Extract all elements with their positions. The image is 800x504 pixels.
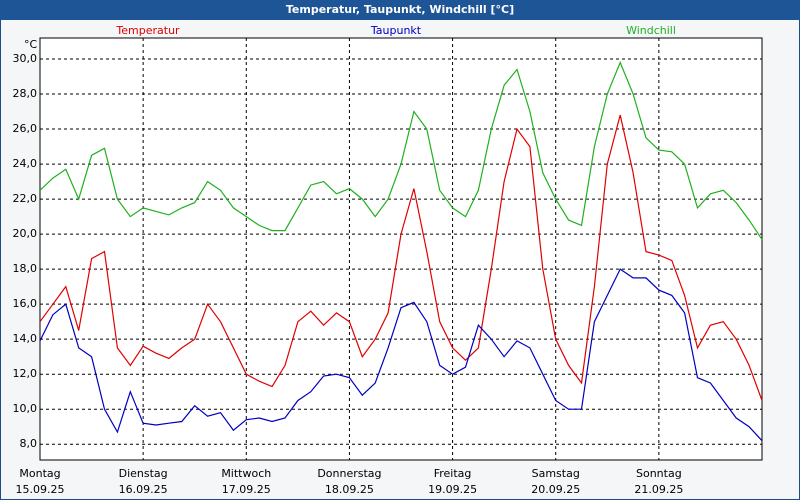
y-tick-label: 8,0 bbox=[20, 437, 38, 450]
x-tick-date: 18.09.25 bbox=[325, 483, 374, 496]
y-unit: °C bbox=[24, 38, 38, 51]
chart-title: Temperatur, Taupunkt, Windchill [°C] bbox=[286, 3, 514, 16]
y-tick-label: 26,0 bbox=[13, 122, 38, 135]
legend-entry: Taupunkt bbox=[370, 24, 422, 37]
plot-area bbox=[39, 37, 763, 461]
x-tick-date: 17.09.25 bbox=[222, 483, 271, 496]
data-line bbox=[39, 114, 763, 401]
y-tick-label: 22,0 bbox=[13, 192, 38, 205]
x-tick-label: Sonntag bbox=[636, 467, 682, 480]
x-tick-date: 15.09.25 bbox=[16, 483, 65, 496]
y-tick-label: 10,0 bbox=[13, 402, 38, 415]
x-tick-label: Donnerstag bbox=[317, 467, 381, 480]
y-tick-label: 14,0 bbox=[13, 332, 38, 345]
title-bar bbox=[0, 0, 800, 20]
legend-entry: Windchill bbox=[626, 24, 676, 37]
y-tick-label: 20,0 bbox=[13, 227, 38, 240]
x-tick-date: 19.09.25 bbox=[428, 483, 477, 496]
data-line bbox=[39, 60, 763, 240]
data-line bbox=[39, 268, 763, 442]
x-tick-label: Samstag bbox=[532, 467, 580, 480]
x-tick-label: Montag bbox=[19, 467, 60, 480]
y-tick-label: 16,0 bbox=[13, 297, 38, 310]
x-tick-date: 16.09.25 bbox=[119, 483, 168, 496]
y-tick-label: 30,0 bbox=[13, 52, 38, 65]
x-tick-date: 20.09.25 bbox=[531, 483, 580, 496]
x-tick-label: Freitag bbox=[434, 467, 472, 480]
x-tick-date: 21.09.25 bbox=[634, 483, 683, 496]
y-tick-label: 12,0 bbox=[13, 367, 38, 380]
y-tick-label: 28,0 bbox=[13, 87, 38, 100]
legend-entry: Temperatur bbox=[115, 24, 180, 37]
x-tick-label: Dienstag bbox=[119, 467, 168, 480]
y-tick-label: 18,0 bbox=[13, 262, 38, 275]
x-tick-label: Mittwoch bbox=[221, 467, 271, 480]
y-tick-label: 24,0 bbox=[13, 157, 38, 170]
